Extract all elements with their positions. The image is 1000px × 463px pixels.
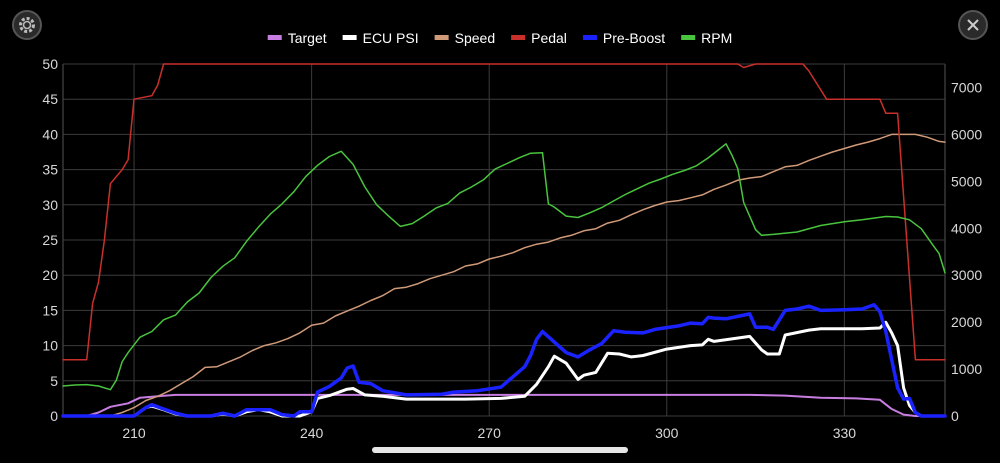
y-left-tick-label: 15: [42, 302, 58, 318]
series-line-rpm: [62, 143, 946, 391]
legend-label: Pedal: [531, 30, 567, 46]
legend-label: Target: [288, 30, 327, 46]
legend-label: RPM: [701, 30, 732, 46]
legend-item-pedal[interactable]: Pedal: [511, 30, 567, 46]
grid-lines: [62, 63, 946, 417]
y-left-tick-label: 0: [50, 408, 58, 424]
legend[interactable]: Target ECU PSI Speed Pedal Pre-Boost RPM: [267, 30, 733, 46]
y-left-tick-label: 40: [42, 126, 58, 142]
y-left-tick-label: 50: [42, 56, 58, 72]
x-axis: 210 240 270 300 330: [122, 425, 856, 441]
legend-item-ecu-psi[interactable]: ECU PSI: [342, 30, 419, 46]
y-right-tick-label: 1000: [951, 361, 982, 377]
close-icon: [965, 17, 981, 33]
legend-label: Pre-Boost: [603, 30, 665, 46]
legend-swatch: [267, 35, 282, 40]
y-left-tick-label: 45: [42, 91, 58, 107]
y-right-tick-label: 5000: [951, 173, 982, 189]
x-tick-label: 270: [478, 425, 502, 441]
legend-swatch: [511, 35, 526, 40]
x-tick-label: 210: [122, 425, 146, 441]
y-left-tick-label: 10: [42, 338, 58, 354]
y-right-tick-label: 7000: [951, 79, 982, 95]
y-right-tick-label: 0: [951, 408, 959, 424]
legend-label: Speed: [455, 30, 495, 46]
y-right-tick-label: 3000: [951, 267, 982, 283]
x-tick-label: 240: [300, 425, 324, 441]
y-left-tick-label: 20: [42, 267, 58, 283]
legend-swatch: [681, 35, 696, 40]
settings-button[interactable]: [12, 10, 42, 40]
series-line-pre-boost: [61, 303, 947, 418]
y-left-tick-label: 5: [50, 373, 58, 389]
gear-icon: [17, 15, 37, 35]
y-axis-right: 0 1000 2000 3000 4000 5000 6000 7000: [951, 79, 982, 424]
legend-item-rpm[interactable]: RPM: [681, 30, 732, 46]
series-line-target: [62, 393, 946, 417]
legend-swatch: [434, 35, 449, 40]
legend-label: ECU PSI: [363, 30, 419, 46]
legend-item-target[interactable]: Target: [267, 30, 327, 46]
close-button[interactable]: [958, 10, 988, 40]
x-tick-label: 330: [833, 425, 857, 441]
y-left-tick-label: 35: [42, 162, 58, 178]
series-line-pedal: [62, 63, 946, 361]
y-right-tick-label: 6000: [951, 126, 982, 142]
legend-item-pre-boost[interactable]: Pre-Boost: [582, 30, 665, 46]
legend-swatch: [582, 35, 597, 40]
series-line-ecu-psi: [61, 320, 947, 418]
series-layer: [61, 63, 947, 418]
series-line-speed: [62, 133, 946, 417]
y-left-tick-label: 25: [42, 232, 58, 248]
x-tick-label: 300: [655, 425, 679, 441]
legend-item-speed[interactable]: Speed: [434, 30, 495, 46]
y-left-tick-label: 30: [42, 197, 58, 213]
y-right-tick-label: 2000: [951, 314, 982, 330]
y-axis-left: 0 5 10 15 20 25 30 35 40 45 50: [42, 56, 58, 424]
y-right-tick-label: 4000: [951, 220, 982, 236]
home-indicator[interactable]: [372, 447, 628, 453]
legend-swatch: [342, 35, 357, 40]
